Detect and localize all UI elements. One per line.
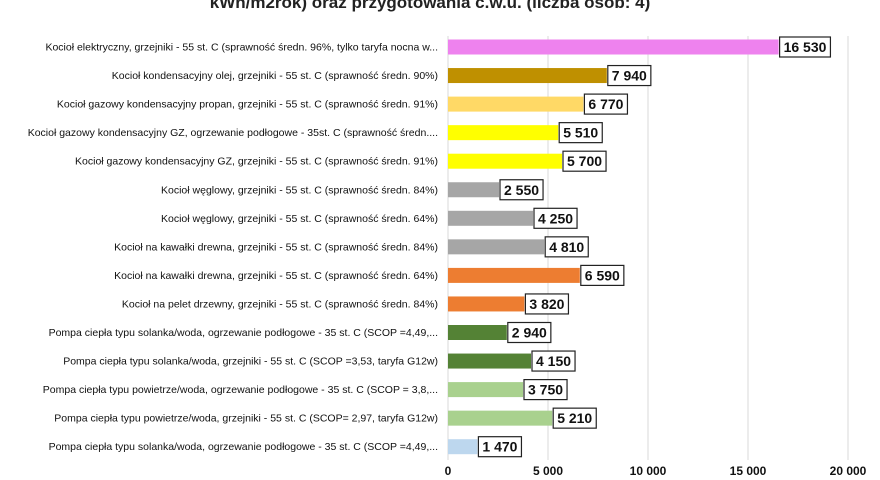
value-label-frame [507,321,552,344]
bar [448,96,584,112]
x-tick-label: 20 000 [830,464,867,478]
category-label: Kocioł elektryczny, grzejniki - 55 st. C… [45,42,438,54]
value-label: 16 530 [784,39,827,55]
value-label: 1 470 [482,439,517,455]
category-label: Kocioł gazowy kondensacyjny GZ, grzejnik… [75,156,438,168]
bar [448,153,562,169]
value-label-box: 4 250 [533,207,578,229]
bar [448,39,779,55]
value-label-box: 5 700 [562,150,607,172]
value-label-frame [580,264,625,286]
value-label: 2 550 [504,182,539,198]
category-label: Kocioł węglowy, grzejniki - 55 st. C (sp… [161,184,438,196]
x-axis-ticks: 0 5 000 10 000 15 000 20 000 [445,464,867,478]
value-label-frame [524,293,570,315]
value-label-frame [562,150,607,172]
bar [448,325,507,340]
value-label-box: 3 820 [524,293,570,315]
bar [448,296,525,312]
value-label-frame [477,436,523,458]
value-label-box: 6 770 [583,93,629,115]
bar [448,439,478,455]
value-label: 6 590 [585,267,620,283]
value-label: 4 250 [538,210,573,226]
value-label: 3 820 [529,296,564,312]
value-label-box: 16 530 [778,36,832,58]
category-label: Kocioł węglowy, grzejniki - 55 st. C (sp… [161,213,438,225]
category-label: Kocioł gazowy kondensacyjny propan, grze… [57,99,438,111]
bar [448,410,553,426]
category-label: Pompa ciepła typu powietrze/woda, ogrzew… [43,384,438,396]
category-label: Kocioł na kawałki drewna, grzejniki - 55… [114,241,438,253]
bar [448,125,559,141]
bar [448,267,580,283]
value-label-box: 3 750 [523,379,568,401]
category-label: Pompa ciepła typu powietrze/woda, grzejn… [54,413,438,425]
category-label: Pompa ciepła typu solanka/woda, ogrzewan… [49,441,438,453]
value-labels: 16 530 7 940 6 770 5 510 5 700 2 550 4 250 4 81… [477,36,832,458]
value-label: 5 510 [563,125,598,141]
category-labels: Kocioł elektryczny, grzejniki - 55 st. C… [28,42,438,454]
value-label-frame [558,122,603,144]
value-label-box: 5 210 [552,407,597,429]
bar [448,68,607,84]
value-label-box: 4 150 [531,350,576,372]
bar [448,210,533,226]
value-label: 4 810 [549,239,584,255]
value-label-frame [583,93,629,115]
value-label-box: 4 810 [544,236,589,258]
value-label-frame [533,207,578,229]
bar [448,382,523,398]
bar [448,182,499,198]
category-label: Kocioł kondensacyjny olej, grzejniki - 5… [112,70,438,82]
bars [448,39,779,455]
chart-title: kWh/m2rok) oraz przygotowania c.w.u. (li… [210,0,650,12]
category-label: Kocioł na pelet drzewny, grzejniki - 55 … [122,298,438,310]
value-label: 2 940 [512,325,547,341]
value-label-frame [523,379,568,401]
category-label: Pompa ciepła typu solanka/woda, grzejnik… [63,356,438,368]
value-label-frame [778,36,832,58]
value-label-frame [552,407,597,429]
value-label-box: 2 550 [499,179,544,201]
value-label: 6 770 [588,96,623,112]
bar [448,239,545,255]
value-label-box: 2 940 [507,321,552,344]
category-label: Kocioł na kawałki drewna, grzejniki - 55… [114,270,438,282]
x-tick-label: 0 [445,464,452,478]
bar [448,353,531,369]
value-label-frame [499,179,544,201]
value-label-frame [607,64,652,87]
x-tick-label: 5 000 [533,464,563,478]
value-label-frame [531,350,576,372]
value-label-box: 5 510 [558,122,603,144]
value-label: 7 940 [612,68,647,84]
value-label: 5 210 [557,410,592,426]
value-label: 5 700 [567,153,602,169]
value-label-box: 1 470 [477,436,523,458]
value-label-frame [544,236,589,258]
value-label-box: 7 940 [607,64,652,87]
x-tick-label: 10 000 [630,464,667,478]
value-label: 3 750 [528,382,563,398]
category-label: Kocioł gazowy kondensacyjny GZ, ogrzewan… [28,127,438,139]
category-label: Pompa ciepła typu solanka/woda, ogrzewan… [49,327,438,339]
value-label-box: 6 590 [580,264,625,286]
x-tick-label: 15 000 [730,464,767,478]
value-label: 4 150 [536,353,571,369]
